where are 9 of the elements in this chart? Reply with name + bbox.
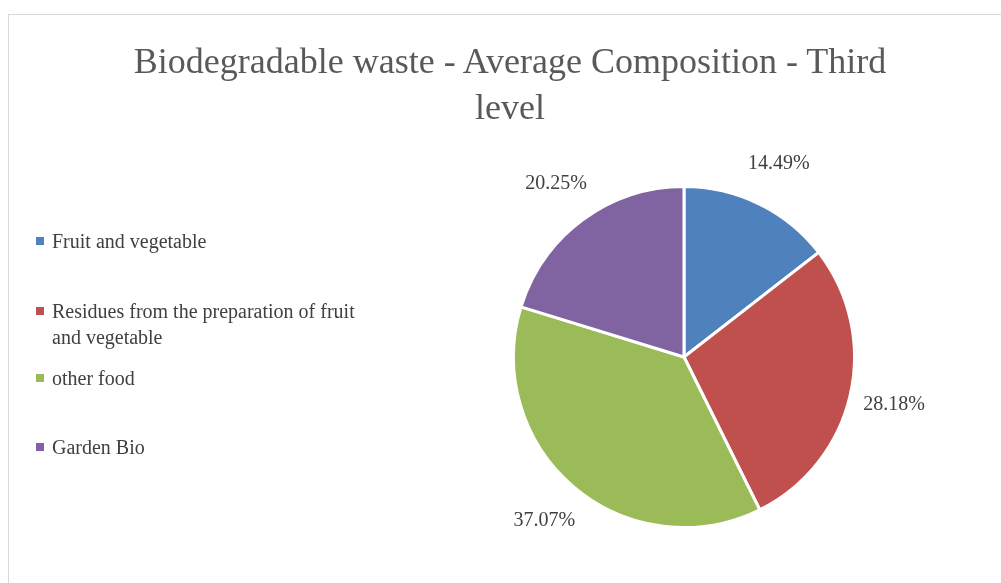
legend-label: Garden Bio bbox=[52, 435, 145, 460]
data-label: 20.25% bbox=[525, 170, 587, 193]
legend-label: Fruit and vegetable bbox=[52, 229, 207, 254]
legend-label: Residues from the preparation of fruit and vegetable bbox=[52, 299, 356, 350]
data-label: 14.49% bbox=[747, 150, 810, 173]
legend-label: other food bbox=[52, 366, 135, 391]
chart-title: Biodegradable waste - Average Composition - Third level bbox=[132, 40, 888, 129]
data-label: 28.18% bbox=[863, 392, 925, 415]
data-label: 37.07% bbox=[513, 508, 576, 531]
